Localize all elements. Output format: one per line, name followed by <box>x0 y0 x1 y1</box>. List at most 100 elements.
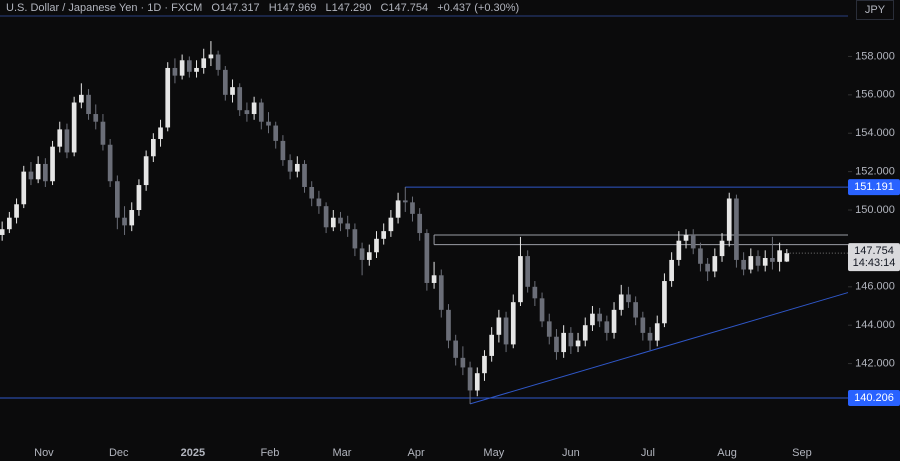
candle-body <box>640 317 646 333</box>
x-tick-label: Apr <box>408 447 425 459</box>
candle-body <box>266 121 271 126</box>
candle-body <box>654 323 660 341</box>
candle-body <box>64 129 70 153</box>
close-label: C147.754 <box>380 2 429 14</box>
candle-body <box>366 252 372 260</box>
candle-body <box>237 87 243 111</box>
candle-body <box>438 275 444 310</box>
candle-body <box>7 217 12 230</box>
last-price: 147.754 <box>854 245 894 257</box>
candle-body <box>395 200 401 218</box>
candle-body <box>244 110 250 115</box>
candle-body <box>417 213 423 234</box>
candle-body <box>518 256 523 303</box>
candle-body <box>359 248 365 260</box>
trendline <box>469 292 849 405</box>
candle-body <box>294 163 300 172</box>
candle-body <box>323 206 329 228</box>
candle-body <box>208 54 214 59</box>
candle-body <box>597 313 602 322</box>
candle-body <box>345 223 351 230</box>
open-label: O147.317 <box>211 2 260 14</box>
level-label-bg <box>848 390 900 407</box>
candle-body <box>107 144 113 182</box>
candle-body <box>554 336 559 353</box>
y-tick-label: 152.000 <box>855 166 895 178</box>
candle-body <box>777 250 782 262</box>
candle-body <box>712 256 718 272</box>
candle-body <box>251 102 257 115</box>
candle-body <box>43 163 48 182</box>
candle-body <box>86 94 91 115</box>
candle-body <box>0 229 5 235</box>
candle-body <box>280 140 286 161</box>
candle-body <box>122 217 127 226</box>
candle-body <box>575 340 581 347</box>
candle-body <box>705 263 710 272</box>
candle-body <box>201 58 207 68</box>
change: +0.437 (+0.30%) <box>437 2 520 14</box>
x-tick-label: May <box>483 447 504 459</box>
candle-body <box>734 198 739 260</box>
candle-body <box>186 60 192 72</box>
candle-body <box>431 275 437 283</box>
candle-body <box>71 102 77 153</box>
candle-body <box>546 321 552 337</box>
candle-body <box>165 67 171 128</box>
symbol: U.S. Dollar / Japanese Yen · 1D · FXCM <box>6 2 203 14</box>
candle-body <box>698 248 703 264</box>
candle-body <box>93 114 99 122</box>
x-tick-label: Mar <box>332 447 351 459</box>
candle-body <box>539 298 545 322</box>
x-tick-label: Sep <box>792 447 812 459</box>
candle-body <box>683 234 689 241</box>
high-label: H147.969 <box>268 2 317 14</box>
candle-body <box>79 94 84 103</box>
y-tick-label: 154.000 <box>855 127 895 139</box>
candle-body <box>316 198 322 207</box>
candle-body <box>489 334 495 356</box>
candle-body <box>647 332 653 341</box>
candle-body <box>21 171 27 205</box>
y-tick-label: 142.000 <box>855 358 895 370</box>
candle-body <box>604 321 610 333</box>
candle-body <box>618 294 624 310</box>
candle-body <box>287 160 293 172</box>
level-label: 140.206 <box>854 392 894 404</box>
x-tick-label: Jun <box>562 447 580 459</box>
candle-body <box>676 240 682 260</box>
candle-body <box>338 217 343 224</box>
candle-body <box>309 186 315 199</box>
candle-body <box>129 210 135 226</box>
candle-body <box>388 217 394 232</box>
header: U.S. Dollar / Japanese Yen · 1D · FXCM O… <box>6 2 525 14</box>
candle-body <box>726 198 732 241</box>
candle-body <box>582 325 588 341</box>
candle-body <box>114 181 120 218</box>
candle-body <box>532 286 538 299</box>
candle-body <box>784 253 790 262</box>
currency-button[interactable]: JPY <box>856 0 894 20</box>
candle-body <box>467 367 473 391</box>
candle-body <box>510 302 516 345</box>
candle-body <box>374 238 379 253</box>
candle-body <box>57 129 63 147</box>
y-tick-label: 146.000 <box>855 281 895 293</box>
candle-body <box>230 87 235 95</box>
candle-body <box>741 259 746 270</box>
candle-body <box>14 204 19 218</box>
candle-body <box>755 256 761 266</box>
candle-body <box>28 171 34 180</box>
candle-body <box>561 332 566 353</box>
candle-body <box>258 102 264 122</box>
candle-body <box>611 309 617 333</box>
candle-body <box>446 309 451 341</box>
candle-body <box>150 138 156 157</box>
candle-body <box>352 229 358 249</box>
candle-body <box>143 156 149 186</box>
level-label-bg <box>848 179 900 196</box>
level-label: 151.191 <box>854 181 894 193</box>
last-price-bg <box>848 243 900 272</box>
